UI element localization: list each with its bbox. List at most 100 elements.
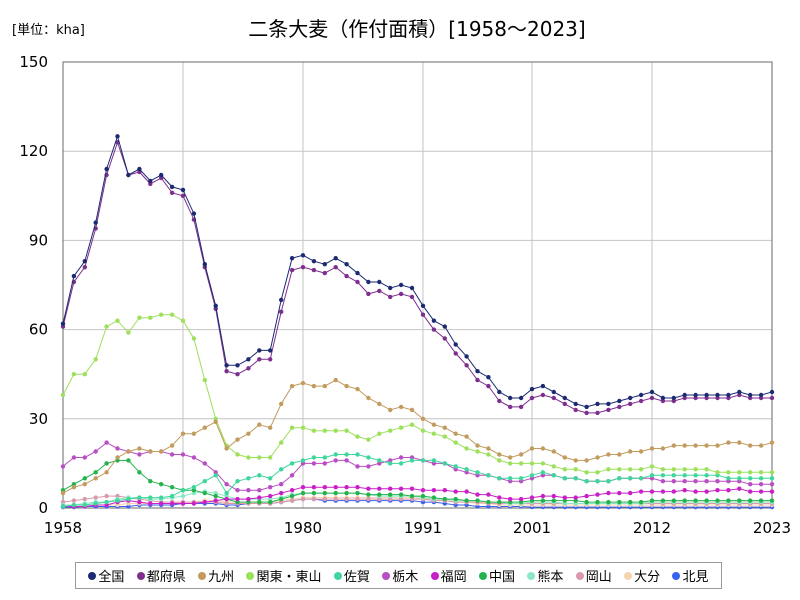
data-point-2-2012	[649, 446, 655, 451]
legend-label: 栃木	[392, 570, 419, 585]
data-point-5-1978	[279, 482, 284, 487]
legend-marker	[246, 571, 255, 580]
data-point-2-1976	[257, 422, 262, 427]
data-point-5-1982	[322, 461, 327, 466]
data-point-3-2023	[769, 470, 775, 475]
data-point-5-1962	[104, 440, 109, 445]
y-axis-ticks: 0 30 60 90 120 150	[19, 53, 48, 517]
data-point-1-2004	[562, 401, 567, 407]
data-point-3-1987	[377, 431, 382, 436]
data-point-1-2023	[769, 395, 775, 401]
data-point-5-1974	[235, 488, 240, 493]
data-point-0-1960	[82, 259, 88, 264]
data-point-1-2007	[595, 410, 600, 416]
data-point-0-2006	[584, 404, 589, 410]
data-point-2-2002	[540, 446, 546, 451]
data-point-2-1987	[377, 401, 382, 407]
data-point-9-1980	[300, 496, 306, 502]
data-point-4-1996	[475, 470, 480, 475]
legend-item-0: 全国	[88, 566, 124, 585]
data-point-2-1988	[388, 407, 393, 413]
data-point-2-1996	[475, 443, 480, 448]
data-point-7-1992	[431, 495, 437, 500]
data-point-1-1976	[257, 357, 262, 362]
data-point-7-1981	[311, 490, 317, 496]
data-point-7-1976	[257, 499, 262, 505]
data-point-6-2001	[529, 495, 535, 500]
data-point-0-1973	[224, 363, 229, 368]
data-point-7-2002	[540, 498, 546, 503]
data-point-2-1995	[464, 434, 469, 439]
legend-marker	[575, 571, 584, 580]
data-point-0-1987	[377, 279, 382, 285]
data-point-0-2011	[638, 392, 644, 398]
data-point-0-1964	[126, 172, 131, 178]
data-point-0-2004	[562, 395, 567, 401]
data-point-2-2022	[758, 443, 764, 448]
data-point-0-1999	[508, 395, 513, 401]
data-point-3-2020	[737, 470, 742, 475]
data-point-7-2006	[584, 499, 589, 505]
data-point-0-2018	[715, 392, 720, 398]
data-point-1-1995	[464, 363, 469, 368]
data-point-3-1965	[137, 315, 142, 320]
data-point-4-2015	[682, 473, 687, 478]
data-point-2-2004	[562, 455, 567, 460]
data-point-0-1979	[289, 256, 295, 261]
data-point-4-2016	[693, 473, 698, 478]
data-point-3-2009	[617, 467, 622, 472]
data-point-4-1962	[104, 499, 109, 505]
gridlines	[62, 61, 773, 509]
data-point-2-2010	[628, 449, 633, 454]
data-point-0-1982	[322, 262, 327, 267]
data-point-0-1966	[148, 178, 153, 184]
data-point-6-2003	[551, 493, 556, 499]
data-point-0-2014	[671, 395, 676, 401]
data-point-4-2019	[726, 476, 731, 481]
data-point-2-1969	[180, 431, 186, 436]
data-point-6-1970	[191, 501, 197, 506]
data-point-4-2008	[606, 479, 611, 484]
data-point-1-2012	[649, 395, 655, 401]
data-point-7-1994	[453, 496, 458, 502]
data-point-0-1998	[497, 389, 502, 395]
legend-marker	[478, 571, 487, 580]
data-point-4-2007	[595, 479, 600, 484]
data-point-0-2002	[540, 383, 546, 389]
data-point-0-2021	[748, 392, 753, 398]
data-point-3-1981	[311, 428, 317, 433]
data-point-6-1972	[213, 498, 218, 503]
data-point-4-1991	[420, 458, 426, 463]
data-point-3-2010	[628, 467, 633, 472]
data-point-3-2021	[748, 470, 753, 475]
data-point-5-1958	[60, 464, 66, 469]
series-0	[60, 134, 775, 410]
data-point-0-2003	[551, 389, 556, 395]
data-point-0-1988	[388, 285, 393, 291]
data-point-2-1972	[213, 419, 218, 424]
data-point-6-2014	[671, 489, 676, 494]
data-point-2-1973	[224, 446, 229, 451]
data-point-6-1987	[377, 486, 382, 491]
data-point-5-2022	[758, 482, 764, 487]
data-point-9-1984	[344, 496, 349, 502]
series-line-0	[62, 134, 773, 408]
data-point-2-1975	[246, 431, 251, 436]
data-point-2-1968	[169, 443, 175, 448]
data-point-1-1973	[224, 369, 229, 374]
data-point-3-1974	[235, 452, 240, 457]
data-point-4-2022	[758, 476, 764, 481]
data-point-0-1974	[235, 363, 240, 368]
data-point-6-1969	[180, 501, 186, 506]
series-4	[60, 452, 775, 509]
data-point-4-2006	[584, 479, 589, 484]
legend-label: 熊本	[537, 570, 564, 585]
data-point-5-2023	[769, 482, 775, 487]
data-point-4-2005	[573, 476, 578, 481]
chart-title: 二条大麦（作付面積）[1958～2023]	[248, 17, 585, 41]
data-point-5-1979	[289, 473, 295, 478]
data-point-7-1979	[289, 493, 295, 499]
data-point-4-1978	[279, 467, 284, 472]
legend-label: 岡山	[585, 570, 612, 585]
data-point-1-1990	[409, 294, 415, 300]
